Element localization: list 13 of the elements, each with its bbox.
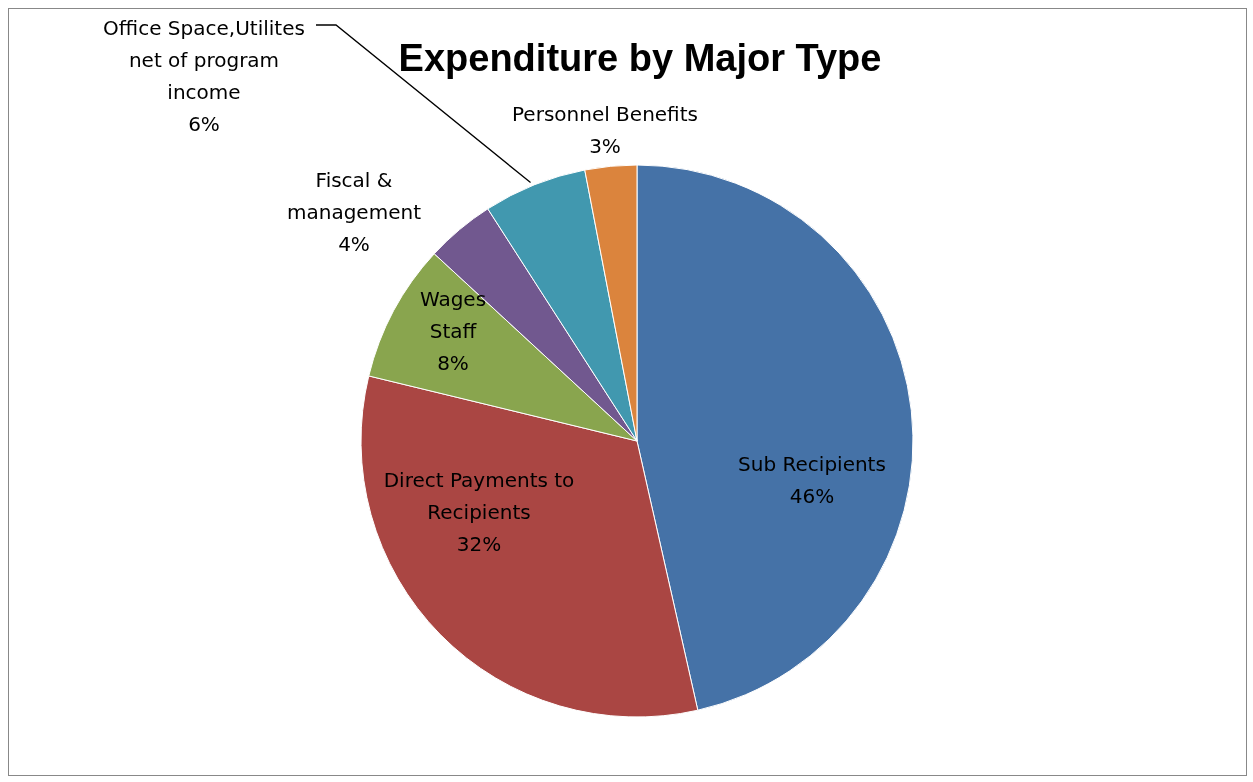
data-label: 3% (589, 134, 621, 158)
data-label: 8% (437, 351, 469, 375)
slice-label: Fiscal & management (287, 168, 422, 224)
data-label: 32% (456, 532, 502, 556)
slice-label: Wages Staff (419, 287, 487, 343)
data-label: 4% (338, 232, 370, 256)
data-label: 6% (188, 112, 220, 136)
slice-label: Office Space,Utilites net of program income (103, 16, 305, 104)
slice-label: Personnel Benefits (512, 102, 698, 126)
data-label: 46% (789, 484, 835, 508)
slice-label: Sub Recipients (738, 452, 886, 476)
chart-title: Expenditure by Major Type (398, 37, 882, 79)
slice-label: Direct Payments to Recipients (383, 468, 575, 524)
